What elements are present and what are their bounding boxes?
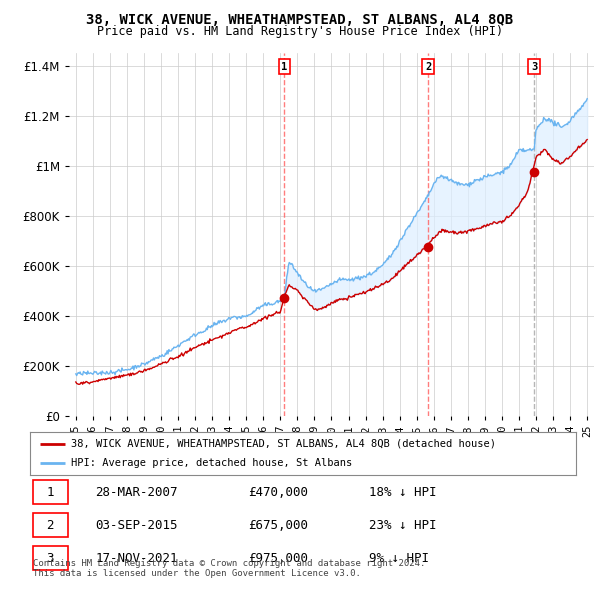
Text: Price paid vs. HM Land Registry's House Price Index (HPI): Price paid vs. HM Land Registry's House … [97, 25, 503, 38]
Text: 17-NOV-2021: 17-NOV-2021 [95, 552, 178, 565]
FancyBboxPatch shape [33, 480, 68, 504]
Text: 1: 1 [46, 486, 54, 499]
Text: Contains HM Land Registry data © Crown copyright and database right 2024.: Contains HM Land Registry data © Crown c… [33, 559, 425, 568]
Text: 3: 3 [46, 552, 54, 565]
Text: 23% ↓ HPI: 23% ↓ HPI [368, 519, 436, 532]
Text: 2: 2 [46, 519, 54, 532]
Text: £470,000: £470,000 [248, 486, 308, 499]
Text: 38, WICK AVENUE, WHEATHAMPSTEAD, ST ALBANS, AL4 8QB: 38, WICK AVENUE, WHEATHAMPSTEAD, ST ALBA… [86, 13, 514, 27]
FancyBboxPatch shape [33, 546, 68, 570]
Text: £975,000: £975,000 [248, 552, 308, 565]
Text: 28-MAR-2007: 28-MAR-2007 [95, 486, 178, 499]
Text: 3: 3 [531, 62, 537, 72]
FancyBboxPatch shape [33, 513, 68, 537]
Text: This data is licensed under the Open Government Licence v3.0.: This data is licensed under the Open Gov… [33, 569, 361, 578]
Text: HPI: Average price, detached house, St Albans: HPI: Average price, detached house, St A… [71, 458, 352, 468]
Text: 03-SEP-2015: 03-SEP-2015 [95, 519, 178, 532]
Text: 2: 2 [425, 62, 431, 72]
Text: 1: 1 [281, 62, 287, 72]
Text: £675,000: £675,000 [248, 519, 308, 532]
Text: 9% ↓ HPI: 9% ↓ HPI [368, 552, 428, 565]
Text: 38, WICK AVENUE, WHEATHAMPSTEAD, ST ALBANS, AL4 8QB (detached house): 38, WICK AVENUE, WHEATHAMPSTEAD, ST ALBA… [71, 439, 496, 449]
Text: 18% ↓ HPI: 18% ↓ HPI [368, 486, 436, 499]
